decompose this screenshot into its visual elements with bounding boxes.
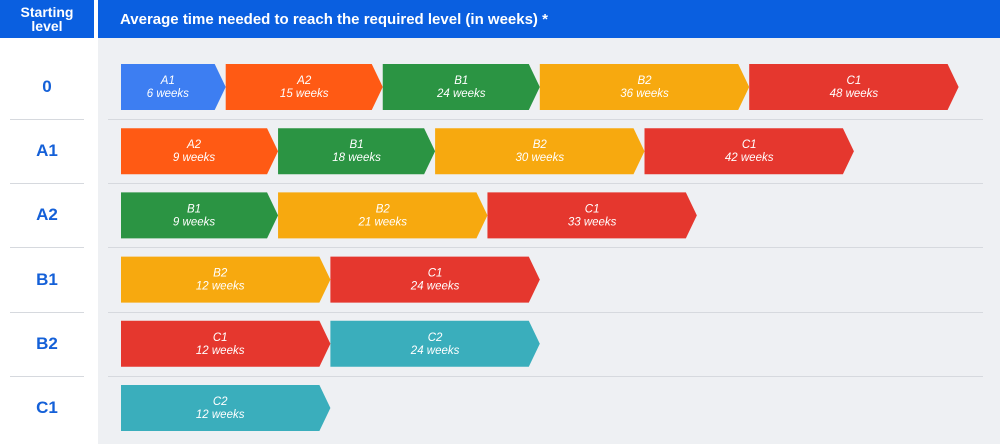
- segment-weeks-label: 24 weeks: [410, 345, 460, 357]
- segment-level-label: C2: [213, 396, 228, 408]
- chart-title: Average time needed to reach the require…: [120, 10, 548, 28]
- row-separator: [10, 311, 84, 313]
- bar-segment-c1-to-c2: [121, 385, 331, 431]
- row-separator: [10, 119, 84, 120]
- segment-weeks-label: 12 weeks: [196, 409, 245, 421]
- row-label-c1: C1: [36, 398, 58, 417]
- bar-segment-0-to-b2: [539, 64, 750, 110]
- segment-level-label: B2: [376, 203, 391, 215]
- segment-weeks-label: 9 weeks: [173, 152, 215, 164]
- bar-segment-a1-to-a2: [121, 128, 279, 175]
- segment-weeks-label: 24 weeks: [436, 88, 486, 100]
- row-label-a1: A1: [36, 141, 58, 161]
- bar-segment-a2-to-c1: [487, 192, 697, 239]
- segment-level-label: C1: [428, 268, 443, 280]
- segment-level-label: B1: [187, 203, 201, 215]
- bar-segment-b1-to-b2: [121, 256, 331, 303]
- bar-segment-a1-to-b2: [435, 128, 645, 175]
- segment-weeks-label: 33 weeks: [568, 216, 617, 228]
- bar-segment-a1-to-b1: [278, 128, 436, 175]
- segment-weeks-label: 48 weeks: [830, 88, 879, 100]
- chart-title-header: Average time needed to reach the require…: [98, 0, 1000, 38]
- bar-segment-0-to-b1: [382, 64, 540, 110]
- row-label-0: 0: [42, 77, 52, 96]
- segment-level-label: B2: [533, 139, 548, 151]
- segment-weeks-label: 15 weeks: [280, 88, 329, 100]
- starting-level-header-text: Starting level: [20, 4, 74, 34]
- bar-segment-a2-to-b2: [278, 192, 488, 239]
- segment-weeks-label: 18 weeks: [332, 152, 381, 164]
- segment-level-label: C1: [213, 332, 228, 344]
- segment-level-label: B1: [454, 75, 468, 87]
- segment-level-label: B2: [213, 268, 228, 280]
- segment-level-label: A2: [296, 75, 312, 87]
- row-grid-line: [108, 119, 983, 120]
- column-divider: [94, 0, 98, 444]
- bar-segment-b2-to-c2: [330, 320, 540, 367]
- segment-level-label: C1: [742, 139, 757, 151]
- row-label-b2: B2: [36, 333, 58, 353]
- bar-segment-b1-to-c1: [330, 256, 540, 303]
- segment-level-label: B1: [350, 139, 364, 151]
- row-grid-line: [108, 375, 983, 377]
- segment-weeks-label: 12 weeks: [196, 345, 245, 357]
- bar-segment-a1-to-c1: [644, 128, 854, 175]
- row-grid-line: [108, 183, 983, 185]
- row-grid-line: [108, 247, 983, 249]
- row-label-b1: B1: [36, 269, 58, 289]
- bar-segment-0-to-a1: [121, 64, 226, 110]
- bar-segment-0-to-a2: [225, 64, 383, 110]
- bar-segment-a2-to-b1: [121, 192, 279, 239]
- bar-segment-0-to-c1: [749, 64, 959, 110]
- row-separator: [10, 375, 84, 377]
- segment-weeks-label: 12 weeks: [196, 281, 245, 293]
- segment-weeks-label: 6 weeks: [147, 88, 189, 100]
- segment-weeks-label: 30 weeks: [516, 152, 565, 164]
- segment-weeks-label: 21 weeks: [357, 216, 407, 228]
- segment-level-label: C1: [585, 203, 600, 215]
- row-label-a2: A2: [36, 205, 58, 225]
- segment-level-label: C1: [847, 75, 862, 87]
- row-grid-line: [108, 311, 983, 313]
- segment-level-label: A2: [186, 139, 202, 151]
- segment-weeks-label: 36 weeks: [620, 88, 669, 100]
- row-separator: [10, 247, 84, 249]
- segment-weeks-label: 9 weeks: [173, 216, 215, 228]
- starting-level-header: Starting level: [0, 0, 94, 38]
- row-separator: [10, 183, 84, 185]
- segment-level-label: A1: [160, 75, 175, 87]
- segment-level-label: C2: [428, 332, 443, 344]
- segment-level-label: B2: [637, 75, 652, 87]
- segment-weeks-label: 42 weeks: [725, 152, 774, 164]
- segment-weeks-label: 24 weeks: [410, 281, 460, 293]
- bar-segment-b2-to-c1: [121, 320, 331, 367]
